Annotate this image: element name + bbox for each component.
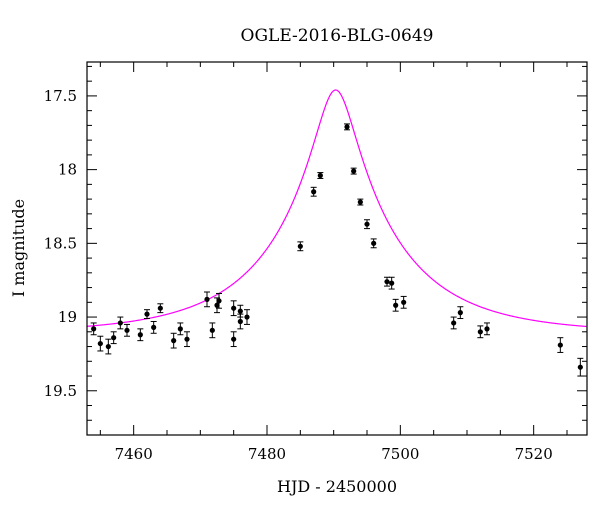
data-point <box>357 198 364 206</box>
data-point <box>204 291 210 308</box>
data-point <box>90 322 97 336</box>
x-axis-label: HJD - 2450000 <box>277 477 397 496</box>
data-point <box>400 295 407 309</box>
data-point <box>144 309 150 320</box>
x-tick-label: 7520 <box>515 445 553 463</box>
data-point <box>110 331 117 345</box>
data-point <box>124 323 130 337</box>
x-tick-label: 7480 <box>248 445 286 463</box>
model-curve-layer <box>87 89 587 328</box>
data-point <box>105 338 112 355</box>
y-tick-label: 18.5 <box>44 234 77 252</box>
data-point <box>477 325 484 339</box>
data-point <box>209 322 216 339</box>
data-point <box>230 331 237 348</box>
axis-ticks: 7460 7480 7500 7520 17.5 18 18.5 19 19.5 <box>44 62 587 463</box>
data-point <box>457 306 464 320</box>
data-points-layer <box>90 123 584 377</box>
data-point <box>157 303 164 314</box>
data-point <box>317 172 324 179</box>
y-tick-label: 17.5 <box>44 87 77 105</box>
data-point <box>364 219 370 230</box>
y-tick-label: 18 <box>58 161 77 179</box>
y-tick-label: 19 <box>58 308 77 326</box>
data-point <box>310 186 317 197</box>
data-point <box>244 309 250 325</box>
x-tick-label: 7500 <box>381 445 419 463</box>
data-point <box>388 276 395 290</box>
plot-frame <box>86 61 588 436</box>
y-axis-label: I magnitude <box>9 199 28 297</box>
data-point <box>392 298 399 312</box>
data-point <box>216 292 222 309</box>
data-point <box>170 332 177 349</box>
data-point <box>230 300 237 317</box>
model-curve <box>87 89 587 328</box>
data-point <box>97 335 104 352</box>
data-point <box>297 241 304 252</box>
data-point <box>237 313 244 330</box>
data-point <box>557 337 564 353</box>
y-tick-label: 19.5 <box>44 382 77 400</box>
data-point <box>384 276 390 287</box>
data-point <box>484 322 490 336</box>
data-point <box>137 328 144 342</box>
chart-title: OGLE-2016-BLG-0649 <box>241 26 434 46</box>
data-point <box>344 123 350 131</box>
data-point <box>177 322 184 336</box>
data-point <box>117 316 124 330</box>
data-point <box>350 167 357 175</box>
data-point <box>370 238 377 249</box>
x-tick-label: 7460 <box>115 445 153 463</box>
data-point <box>450 316 457 330</box>
data-point <box>184 331 190 348</box>
data-point <box>150 320 157 334</box>
